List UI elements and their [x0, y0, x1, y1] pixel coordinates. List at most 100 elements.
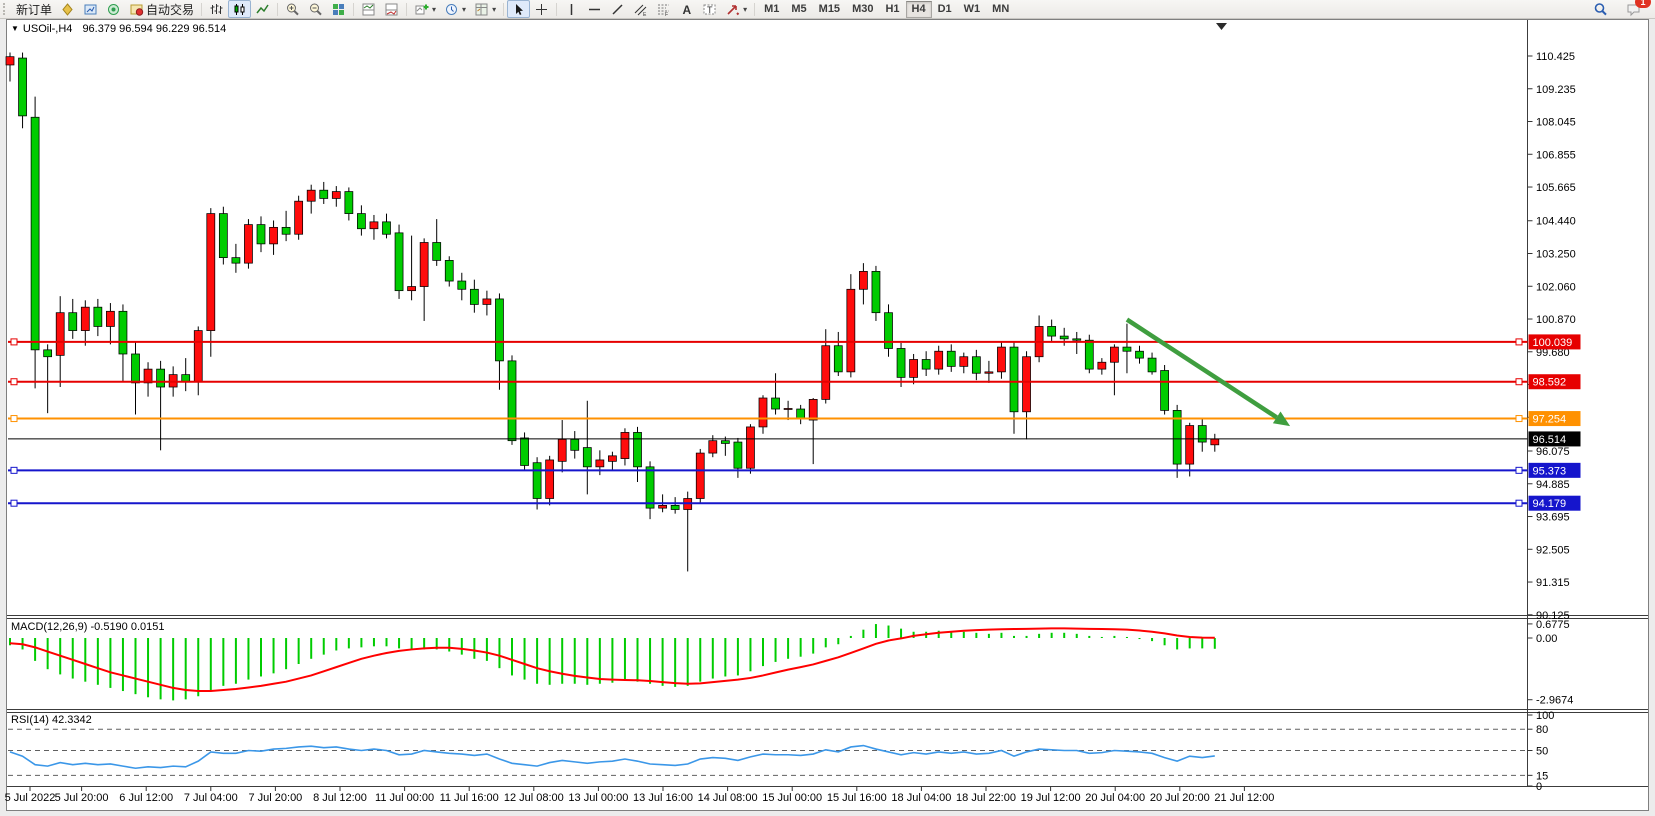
timeframe-button-d1[interactable]: D1 [937, 3, 952, 15]
trend-arrow-head[interactable] [1272, 411, 1291, 427]
candle-up [557, 438, 567, 462]
chart-shift-marker-icon[interactable] [1216, 23, 1227, 30]
candle-up [193, 330, 203, 382]
trend-arrow-object[interactable] [1125, 317, 1278, 420]
time-tick-label: 7 Jul 20:00 [248, 792, 302, 804]
rsi-name: RSI(14) [11, 714, 49, 726]
candle-up [620, 432, 630, 459]
market-watch-button[interactable] [79, 0, 102, 18]
timeframe-button-m5[interactable]: M5 [791, 3, 807, 15]
dropdown-caret-icon[interactable]: ▾ [432, 4, 437, 14]
candle-down [532, 462, 542, 499]
dropdown-caret-icon[interactable]: ▾ [462, 4, 467, 14]
line-anchor-marker[interactable] [10, 338, 18, 346]
indicators-window-button[interactable] [357, 0, 380, 18]
templates-button[interactable]: ▾ [470, 0, 500, 18]
periods-button[interactable]: ▾ [440, 0, 470, 18]
candle-up [1097, 361, 1107, 370]
svg-text:A: A [683, 3, 692, 17]
candle-down [507, 360, 517, 442]
toolbar-separator [754, 2, 756, 16]
timeframe-button-mn[interactable]: MN [992, 3, 1010, 15]
chart-menu-caret-icon[interactable]: ▼ [11, 24, 19, 33]
candle-down [1160, 370, 1169, 411]
line-anchor-marker[interactable] [10, 499, 18, 507]
candle-down [796, 408, 806, 420]
new-order-button[interactable]: 新订单 [12, 0, 56, 18]
candle-down [382, 221, 391, 235]
candle-down [1072, 338, 1082, 341]
notifications-button[interactable]: 1 [1622, 0, 1651, 18]
timeframe-button-h4[interactable]: H4 [905, 0, 932, 18]
text-button[interactable]: A [675, 0, 698, 18]
candle-up [859, 271, 868, 290]
timeframe-button-w1[interactable]: W1 [963, 3, 981, 15]
bar-chart-button[interactable] [205, 0, 228, 18]
timeframe-button-m30[interactable]: M30 [852, 3, 874, 15]
candle-up [783, 408, 793, 410]
toolbar-separator [353, 2, 355, 16]
price-badge [1528, 462, 1581, 478]
candle-up [1210, 438, 1220, 446]
autotrading-icon [129, 2, 144, 17]
time-tick-label: 6 Jul 12:00 [119, 792, 173, 804]
candle-up [106, 310, 115, 327]
line-chart-button[interactable] [251, 0, 274, 18]
search-button[interactable] [1589, 0, 1612, 18]
candle-down [469, 288, 479, 305]
arrows-button[interactable]: ▾ [721, 0, 751, 18]
vertical-line-button[interactable] [560, 0, 583, 18]
text-label-button[interactable]: T [698, 0, 721, 18]
line-anchor-marker[interactable] [10, 466, 18, 474]
candle-up [419, 242, 429, 287]
time-tick-label: 8 Jul 12:00 [313, 792, 367, 804]
line-anchor-marker[interactable] [10, 415, 18, 423]
candle-up [909, 359, 918, 378]
notification-badge: 1 [1635, 0, 1651, 8]
candle-down [357, 213, 366, 230]
objects-window-button[interactable] [380, 0, 403, 18]
signals-button[interactable] [102, 0, 125, 18]
candle-chart-button[interactable] [228, 0, 252, 18]
macd-signal-line [9, 627, 1215, 693]
line-anchor-marker[interactable] [1515, 499, 1523, 507]
crosshair-button[interactable] [530, 0, 553, 18]
candle-down [971, 356, 981, 374]
line-anchor-marker[interactable] [1515, 415, 1523, 423]
line-anchor-marker[interactable] [10, 378, 18, 386]
timeframe-button-h1[interactable]: H1 [885, 3, 900, 15]
line-anchor-marker[interactable] [1515, 466, 1523, 474]
zoom-out-button[interactable] [304, 0, 327, 18]
candle-up [808, 399, 818, 421]
toolbar-grip[interactable] [3, 3, 8, 15]
horizontal-line-button[interactable] [583, 0, 606, 18]
tile-windows-button[interactable] [327, 0, 350, 18]
rsi-line [9, 744, 1215, 770]
price-badge-label: 98.592 [1533, 377, 1567, 389]
toolbar-separator [406, 2, 408, 16]
timeframe-button-m15[interactable]: M15 [818, 3, 841, 15]
line-anchor-marker[interactable] [1515, 378, 1523, 386]
dropdown-caret-icon[interactable]: ▾ [743, 4, 748, 14]
time-tick-label: 12 Jul 08:00 [504, 792, 564, 804]
add-indicator-button[interactable]: ▾ [410, 0, 440, 18]
main-toolbar: 新订单 自动交易 ▾ ▾ ▾ E F A T ▾ M1 M5 M15 M30 H1 H4 D1 W1 MN 1 [0, 0, 1655, 19]
autotrading-button[interactable]: 自动交易 [125, 0, 198, 18]
time-tick-label: 20 Jul 04:00 [1085, 792, 1145, 804]
fibonacci-button[interactable]: F [652, 0, 675, 18]
chart-symbol-period: USOil-,H4 [22, 23, 73, 35]
candle-up [934, 350, 944, 370]
dropdown-caret-icon[interactable]: ▾ [492, 4, 497, 14]
timeframe-button-m1[interactable]: M1 [764, 3, 780, 15]
styler-button[interactable] [56, 0, 79, 18]
line-anchor-marker[interactable] [1515, 338, 1523, 346]
cursor-button[interactable] [507, 0, 531, 18]
zoom-in-button[interactable] [281, 0, 304, 18]
price-badge-label: 96.514 [1533, 434, 1567, 446]
time-tick-label: 13 Jul 00:00 [568, 792, 628, 804]
channel-button[interactable]: E [629, 0, 652, 18]
chart-title-bar[interactable]: ▼ USOil-,H4 96.379 96.594 96.229 96.514 [11, 23, 226, 35]
trend-line-button[interactable] [606, 0, 629, 18]
macd-axis-label: 0.6775 [1536, 619, 1570, 631]
